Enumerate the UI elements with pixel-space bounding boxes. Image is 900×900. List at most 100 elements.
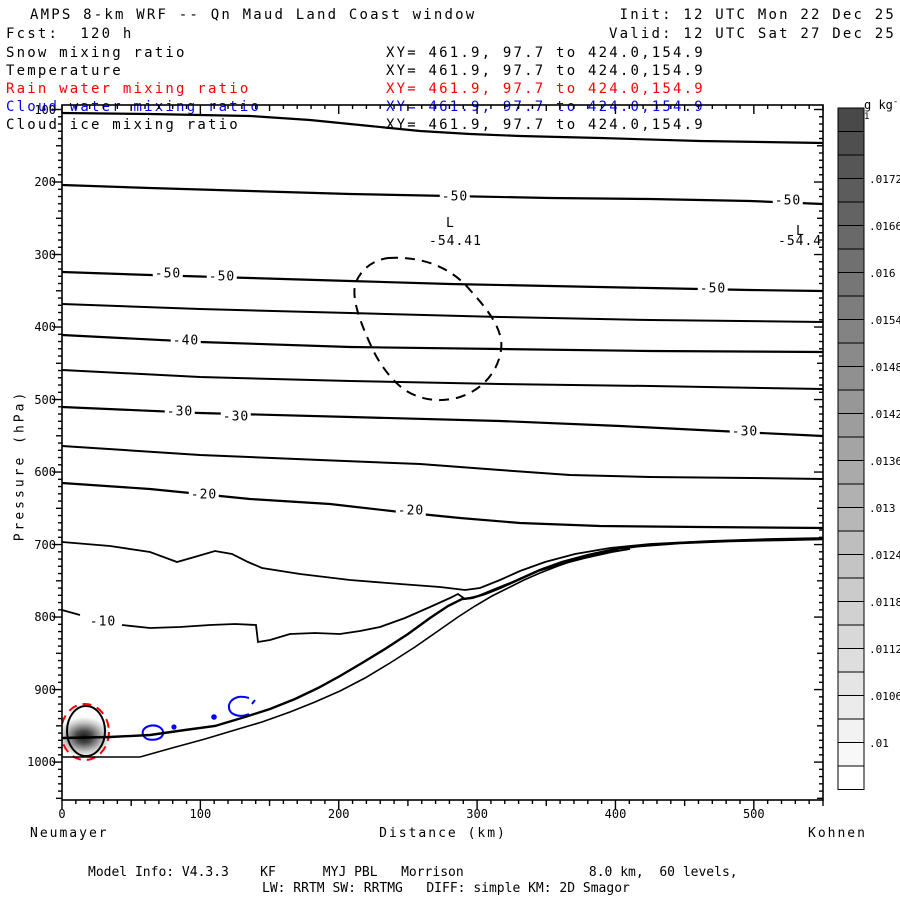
pressure-tick-label: 600 (34, 465, 56, 480)
pressure-tick-label: 900 (34, 682, 56, 697)
colorbar-tick-label: .0166 (869, 219, 900, 233)
x-axis-title: Distance (km) (379, 826, 507, 841)
colorbar-tick-label: .0106 (869, 689, 900, 703)
contour-label: -30 (164, 404, 196, 420)
pressure-tick-label: 500 (34, 392, 56, 407)
colorbar-tick-label: .0124 (869, 548, 900, 562)
distance-tick-label: 200 (327, 807, 350, 821)
colorbar-cell (837, 460, 865, 485)
colorbar-cell (837, 577, 865, 602)
valid-time: Valid: 12 UTC Sat 27 Dec 25 (609, 26, 896, 42)
colorbar-cell (837, 554, 865, 579)
colorbar-cell (837, 366, 865, 391)
surface-line-lower (62, 549, 619, 758)
colorbar-cell (837, 107, 865, 132)
contour-label: -30 (729, 424, 761, 440)
contour-label: -20 (188, 487, 220, 503)
colorbar-cell (837, 648, 865, 673)
init-time: Init: 12 UTC Mon 22 Dec 25 (619, 7, 896, 23)
legend-field-label: Rain water mixing ratio (6, 81, 251, 97)
colorbar-cell (837, 248, 865, 273)
colorbar (837, 107, 865, 790)
contour-label: -30 (220, 409, 252, 425)
colorbar-tick-label: .0154 (869, 313, 900, 327)
contour-label: -50 (439, 189, 471, 205)
colorbar-cell (837, 154, 865, 179)
colorbar-cell (837, 507, 865, 532)
temp-contour-15 (61, 537, 824, 591)
colorbar-cell (837, 742, 865, 767)
colorbar-cell (837, 131, 865, 156)
colorbar-cell (837, 483, 865, 508)
colorbar-tick-label: .0172 (869, 172, 900, 186)
temp-contour-25 (61, 445, 824, 480)
pressure-tick-label: 800 (34, 610, 56, 625)
colorbar-cell (837, 225, 865, 250)
pressure-tick-label: 400 (34, 320, 56, 334)
distance-tick-label: 100 (189, 807, 212, 821)
colorbar-cell (837, 201, 865, 226)
colorbar-cell (837, 601, 865, 626)
pressure-tick-label: 700 (34, 537, 56, 552)
plot-title: AMPS 8-km WRF -- Qn Maud Land Coast wind… (30, 7, 477, 23)
legend-xy-range: XY= 461.9, 97.7 to 424.0,154.9 (386, 81, 705, 97)
rain-contour (62, 703, 110, 761)
low-annotation-value: -54.41 (429, 234, 482, 249)
colorbar-cell (837, 624, 865, 649)
snow-contour-circle (66, 705, 106, 757)
model-info-line1: Model Info: V4.3.3 KF MYJ PBL Morrison 8… (88, 865, 738, 880)
surface-line-upper (61, 537, 824, 740)
cloud-water-contour (141, 695, 256, 741)
legend-xy-range: XY= 461.9, 97.7 to 424.0,154.9 (386, 45, 705, 61)
legend-field-label: Temperature (6, 63, 123, 79)
model-info-line2: LW: RRTM SW: RRTMG DIFF: simple KM: 2D S… (262, 881, 630, 896)
temp-contour-upper-45 (61, 111, 824, 145)
cloud-ice-contour (353, 256, 503, 402)
legend-field-label: Cloud water mixing ratio (6, 99, 262, 115)
distance-tick-label: 300 (466, 807, 488, 821)
terrain-lines (61, 537, 824, 758)
station-label-left: Neumayer (30, 826, 109, 841)
temperature-contours (61, 111, 824, 644)
low-annotation-symbol: L (796, 224, 805, 239)
colorbar-cell (837, 695, 865, 720)
plot-frame (61, 104, 824, 801)
legend-field-label: Cloud ice mixing ratio (6, 117, 240, 133)
colorbar-cell (837, 272, 865, 297)
distance-tick-label: 0 (58, 807, 66, 821)
temp-contour-30 (61, 405, 824, 438)
contour-label: -40 (170, 333, 202, 349)
legend-field-label: Snow mixing ratio (6, 45, 187, 61)
colorbar-tick-label: .0136 (869, 454, 900, 468)
axis-ticks (53, 105, 824, 809)
colorbar-tick-label: .0118 (869, 595, 900, 609)
contour-label: -20 (395, 503, 427, 519)
colorbar-tick-label: .0112 (869, 642, 900, 656)
temp-contour-45 (61, 303, 824, 323)
forecast-hour: Fcst: 120 h (6, 26, 134, 42)
pressure-tick-label: 1000 (27, 755, 56, 770)
colorbar-cell (837, 319, 865, 344)
colorbar-cell (837, 389, 865, 414)
low-annotation-value: -54.41 (778, 235, 824, 248)
contour-label: -50 (772, 193, 804, 209)
temp-contour-20 (61, 481, 824, 530)
pressure-tick-label: 100 (34, 102, 56, 117)
legend-xy-range: XY= 461.9, 97.7 to 424.0,154.9 (386, 63, 705, 79)
legend-xy-range: XY= 461.9, 97.7 to 424.0,154.9 (386, 99, 705, 115)
colorbar-cell (837, 671, 865, 696)
colorbar-tick-label: .0148 (869, 360, 900, 374)
station-label-right: Kohnen (808, 826, 867, 841)
contour-label: -50 (697, 281, 729, 297)
colorbar-cell (837, 765, 865, 790)
contour-label: -10 (87, 614, 119, 630)
colorbar-unit: g kg-1 (864, 97, 899, 122)
contour-label: -50 (152, 266, 184, 282)
colorbar-tick-label: .0142 (869, 407, 900, 421)
colorbar-cell (837, 718, 865, 743)
distance-tick-label: 500 (742, 807, 765, 821)
colorbar-cell (837, 413, 865, 438)
pressure-tick-label: 200 (34, 175, 56, 189)
